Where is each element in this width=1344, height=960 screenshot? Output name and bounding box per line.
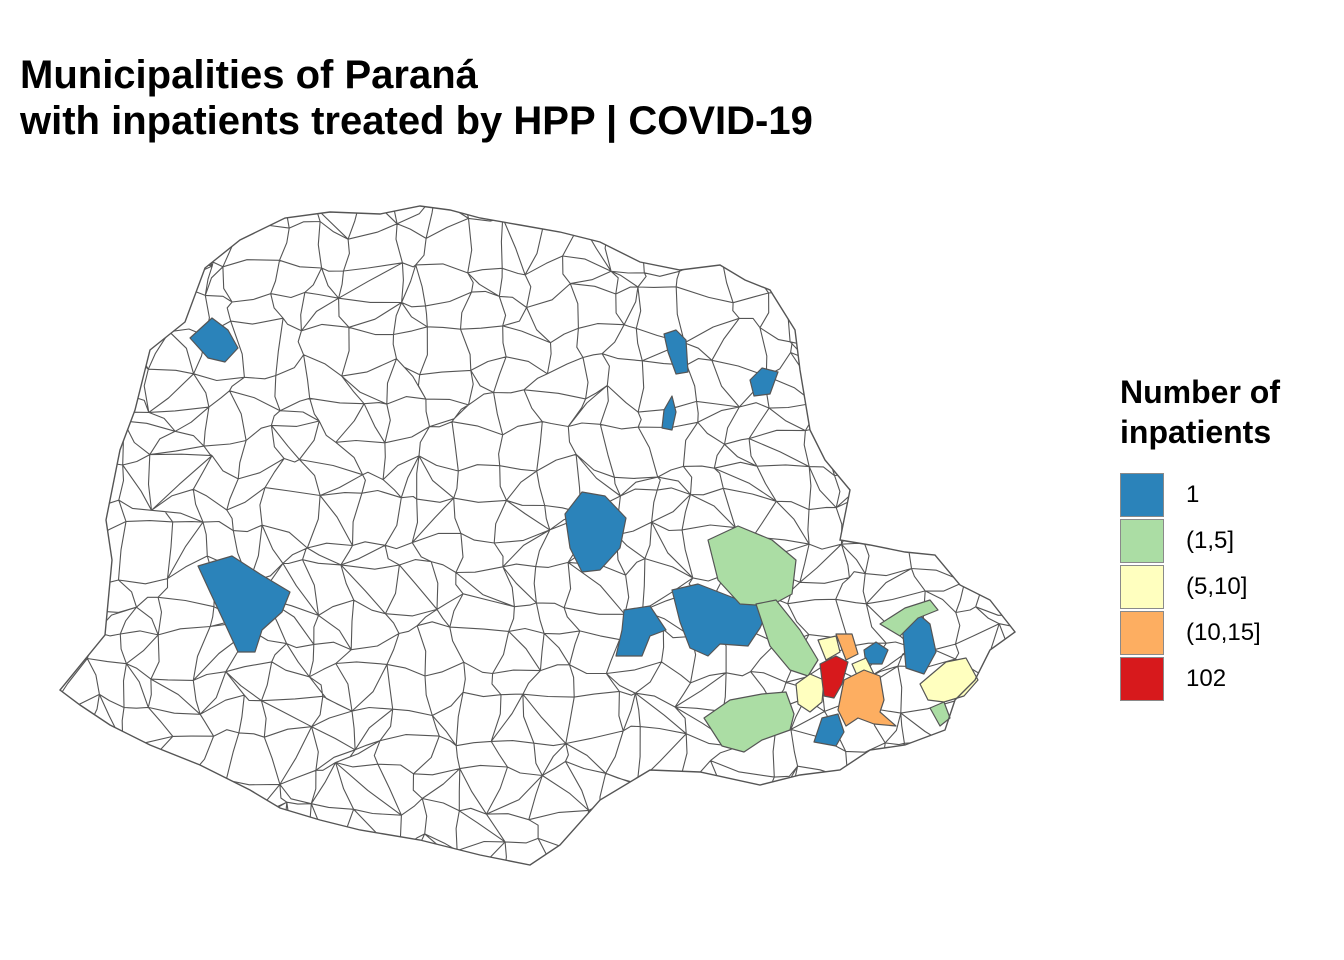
legend-swatch bbox=[1120, 657, 1164, 701]
municipality bbox=[819, 655, 849, 699]
legend-item: 102 bbox=[1120, 656, 1280, 702]
municipality bbox=[795, 673, 825, 713]
legend-swatch bbox=[1120, 519, 1164, 563]
municipality bbox=[661, 395, 677, 431]
legend-label: (5,10] bbox=[1186, 573, 1248, 600]
legend-label: 102 bbox=[1186, 665, 1227, 692]
legend-label: (1,5] bbox=[1186, 527, 1235, 554]
legend-item: (5,10] bbox=[1120, 564, 1280, 610]
municipality bbox=[817, 635, 841, 661]
municipality bbox=[615, 605, 667, 657]
legend-title-line-1: Number of bbox=[1120, 374, 1280, 410]
map-title-line-2: with inpatients treated by HPP | COVID-1… bbox=[20, 99, 813, 143]
municipality bbox=[663, 329, 689, 375]
map-title-line-1: Municipalities of Paraná bbox=[20, 53, 478, 97]
municipality bbox=[749, 367, 779, 397]
legend-swatch bbox=[1120, 611, 1164, 655]
municipality bbox=[755, 599, 819, 677]
municipality bbox=[813, 713, 845, 747]
municipality bbox=[197, 555, 291, 653]
map-title: Municipalities of Paraná with inpatients… bbox=[20, 52, 813, 144]
legend-label: (10,15] bbox=[1186, 619, 1261, 646]
municipality bbox=[929, 701, 951, 727]
state-outline bbox=[58, 205, 1016, 866]
legend: Number of inpatients 1 (1,5] (5,10] (10,… bbox=[1120, 372, 1280, 702]
legend-label: 1 bbox=[1186, 481, 1200, 508]
municipality bbox=[879, 599, 939, 637]
municipality bbox=[189, 317, 239, 363]
municipality bbox=[835, 633, 859, 661]
municipality bbox=[564, 491, 627, 573]
legend-item: 1 bbox=[1120, 472, 1280, 518]
municipality bbox=[703, 691, 795, 753]
municipality bbox=[707, 525, 797, 607]
legend-title: Number of inpatients bbox=[1120, 372, 1280, 452]
legend-item: (1,5] bbox=[1120, 518, 1280, 564]
legend-swatch bbox=[1120, 565, 1164, 609]
legend-swatch bbox=[1120, 473, 1164, 517]
legend-title-line-2: inpatients bbox=[1120, 414, 1272, 450]
legend-item: (10,15] bbox=[1120, 610, 1280, 656]
municipality bbox=[837, 669, 897, 727]
highlighted-municipalities bbox=[189, 317, 979, 753]
